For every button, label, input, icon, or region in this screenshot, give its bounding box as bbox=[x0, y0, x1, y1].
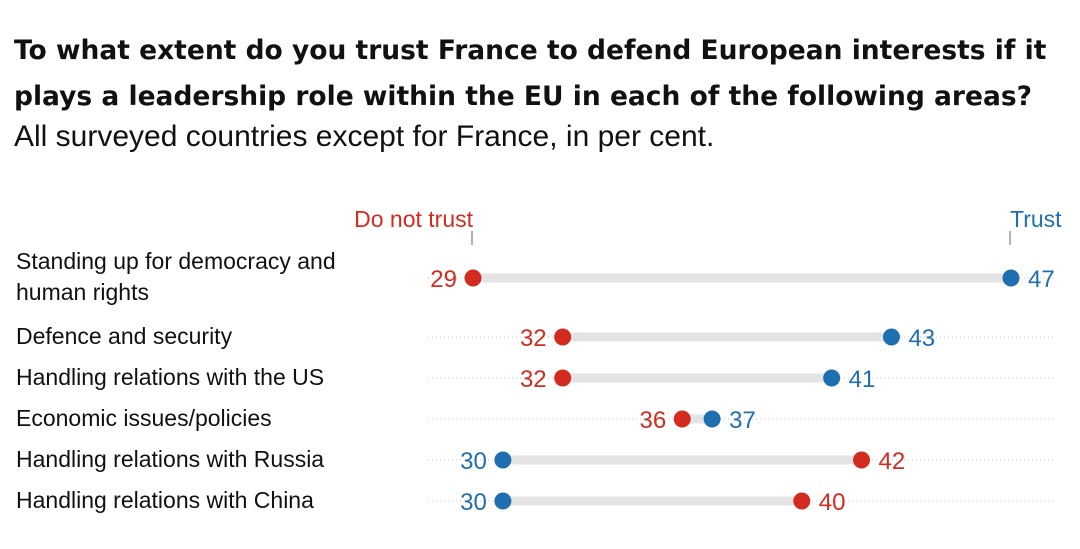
dot-trust bbox=[823, 369, 841, 387]
value-label-trust: 30 bbox=[460, 448, 487, 475]
value-label-do-not-trust: 40 bbox=[819, 489, 846, 516]
value-label-trust: 43 bbox=[908, 325, 935, 352]
category-label: Defence and security bbox=[16, 323, 233, 349]
category-label: Economic issues/policies bbox=[16, 405, 272, 431]
chart-subtitle: All surveyed countries except for France… bbox=[14, 120, 715, 153]
category-label: Handling relations with Russia bbox=[16, 446, 325, 472]
legend-do-not-trust: Do not trust bbox=[354, 206, 473, 232]
value-label-do-not-trust: 42 bbox=[879, 448, 906, 475]
dot-trust bbox=[494, 451, 512, 469]
chart-title: To what extent do you trust France to de… bbox=[14, 35, 1047, 112]
dot-trust bbox=[882, 328, 900, 346]
dot-do-not-trust bbox=[554, 328, 572, 346]
dot-do-not-trust bbox=[793, 492, 811, 510]
dot-trust bbox=[703, 410, 721, 428]
value-label-trust: 47 bbox=[1028, 266, 1055, 293]
value-label-do-not-trust: 36 bbox=[640, 407, 667, 434]
dot-trust bbox=[494, 492, 512, 510]
dot-do-not-trust bbox=[464, 269, 482, 287]
value-label-trust: 41 bbox=[849, 366, 876, 393]
value-label-trust: 30 bbox=[460, 489, 487, 516]
category-label: Handling relations with China bbox=[16, 487, 314, 513]
dot-do-not-trust bbox=[673, 410, 691, 428]
value-label-do-not-trust: 29 bbox=[430, 266, 457, 293]
value-label-do-not-trust: 32 bbox=[520, 325, 547, 352]
dot-do-not-trust bbox=[853, 451, 871, 469]
dot-trust bbox=[1002, 269, 1020, 287]
value-label-do-not-trust: 32 bbox=[520, 366, 547, 393]
legend-trust: Trust bbox=[1010, 206, 1062, 232]
dot-do-not-trust bbox=[554, 369, 572, 387]
value-label-trust: 37 bbox=[729, 407, 756, 434]
category-label: Handling relations with the US bbox=[16, 364, 325, 390]
category-label: Standing up for democracy and human righ… bbox=[16, 248, 336, 305]
